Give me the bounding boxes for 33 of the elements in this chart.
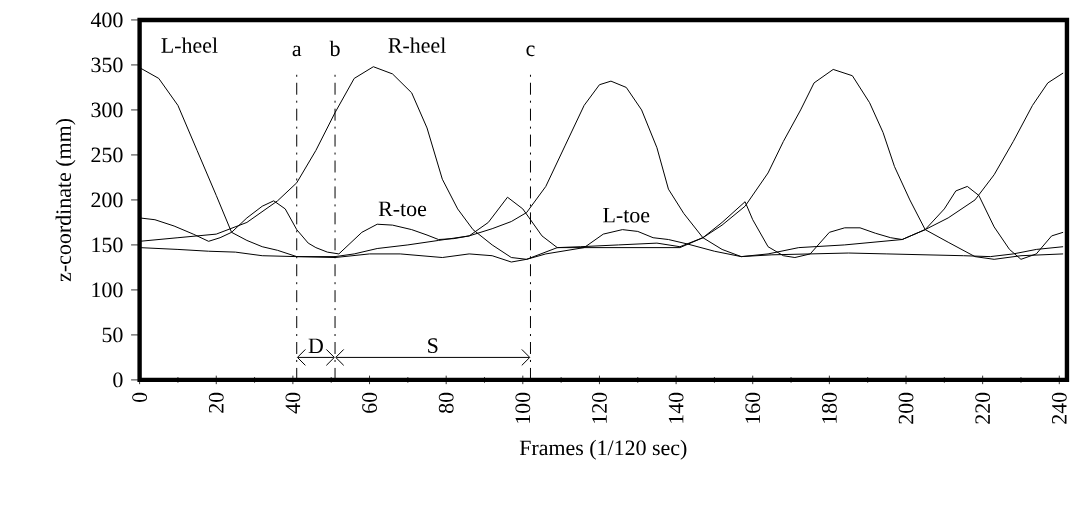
x-tick-label: 100 bbox=[515, 392, 531, 424]
series-label: R-toe bbox=[378, 201, 427, 217]
x-tick-label: 160 bbox=[745, 392, 761, 424]
x-tick-label: 120 bbox=[592, 392, 607, 424]
y-tick-label: 150 bbox=[92, 237, 123, 253]
x-tick-label: 240 bbox=[1051, 392, 1067, 425]
x-tick-label: 20 bbox=[208, 392, 224, 414]
x-tick-label: 80 bbox=[438, 392, 454, 414]
annotation: D bbox=[308, 338, 323, 354]
x-axis-title: Frames (1/120 sec) bbox=[519, 440, 687, 460]
y-tick-label: 400 bbox=[90, 12, 123, 28]
y-tick-label: 0 bbox=[113, 372, 123, 388]
y-tick-label: 200 bbox=[91, 192, 123, 208]
x-tick-label: 180 bbox=[821, 392, 837, 424]
y-axis-title: z-coordinate (mm) bbox=[55, 119, 76, 282]
x-tick-label: 200 bbox=[898, 392, 914, 425]
series-label: L-toe bbox=[603, 208, 650, 223]
series-label: L-heel bbox=[161, 37, 218, 54]
y-tick-label: 350 bbox=[91, 57, 123, 73]
x-tick-label: 60 bbox=[362, 392, 377, 414]
y-tick-label: 100 bbox=[92, 282, 123, 298]
x-tick-label: 40 bbox=[285, 392, 301, 414]
annotation: S bbox=[428, 338, 438, 354]
ref-line-label: a bbox=[292, 45, 302, 57]
series-label: R-heel bbox=[388, 37, 446, 54]
y-tick-label: 50 bbox=[102, 327, 123, 343]
x-tick-label: 220 bbox=[975, 392, 991, 425]
y-tick-label: 250 bbox=[91, 147, 123, 163]
ref-line-label: c bbox=[526, 45, 535, 57]
x-tick-label: 0 bbox=[132, 392, 148, 403]
y-tick-label: 300 bbox=[91, 102, 123, 118]
x-tick-label: 140 bbox=[668, 392, 684, 424]
ref-line-label: b bbox=[329, 40, 340, 57]
